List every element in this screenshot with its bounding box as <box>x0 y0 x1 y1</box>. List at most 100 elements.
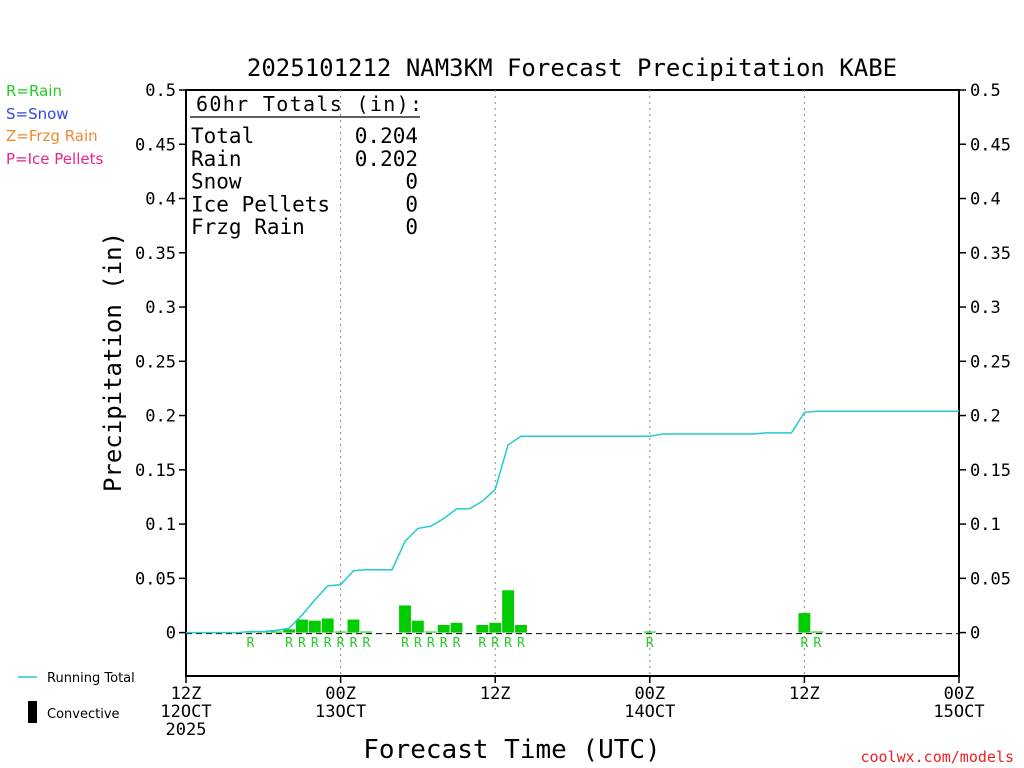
x-tick-label: 12Z <box>480 684 511 704</box>
totals-row-label: Snow <box>191 170 242 194</box>
totals-row-value: 0 <box>405 170 418 194</box>
x-tick-label: 13OCT <box>315 702 366 722</box>
precip-type-marker: R <box>337 636 345 651</box>
precip-type-legend-item: R=Rain <box>6 82 62 100</box>
precip-bar <box>399 605 411 633</box>
x-tick-label: 12OCT <box>160 702 211 722</box>
y-tick-label: 0.25 <box>970 352 1011 372</box>
y-tick-label: 0.45 <box>970 135 1011 155</box>
precip-type-marker: R <box>362 636 370 651</box>
precip-bar <box>798 613 811 633</box>
precip-bar <box>811 631 824 633</box>
precip-bar <box>424 631 437 633</box>
totals-row-label: Ice Pellets <box>191 192 330 216</box>
convective-legend-swatch <box>28 701 37 723</box>
precip-type-marker: R <box>427 636 435 651</box>
precip-type-marker: R <box>504 636 512 651</box>
precip-type-marker: R <box>311 636 319 651</box>
precip-bar <box>321 618 334 633</box>
totals-row-label: Total <box>191 124 254 148</box>
precip-type-marker: R <box>401 636 409 651</box>
y-tick-label: 0.5 <box>145 81 176 101</box>
y-tick-label: 0.15 <box>135 461 176 481</box>
x-tick-label: 12Z <box>789 684 820 704</box>
precip-type-legend-item: Z=Frzg Rain <box>6 127 98 145</box>
y-tick-label: 0.1 <box>970 515 1001 535</box>
precip-bar <box>437 624 450 633</box>
y-tick-label: 0.45 <box>135 135 176 155</box>
y-tick-label: 0.3 <box>970 298 1001 318</box>
precip-bar <box>476 624 489 633</box>
precip-bar <box>296 619 308 633</box>
y-tick-label: 0.1 <box>145 515 176 535</box>
y-tick-label: 0.2 <box>970 407 1001 427</box>
precip-type-marker: R <box>646 636 654 651</box>
totals-row-value: 0 <box>405 215 418 239</box>
precip-bar <box>515 624 527 633</box>
precip-bar <box>450 622 463 633</box>
precip-bar <box>270 631 283 633</box>
precip-bar <box>308 620 321 633</box>
y-tick-label: 0.2 <box>145 407 176 427</box>
totals-box: 60hr Totals (in): Total 0.204 Rain 0.202 Sno… <box>190 92 422 239</box>
x-tick-label: 15OCT <box>933 702 984 722</box>
y-tick-label: 0.3 <box>145 298 176 318</box>
precip-bar <box>643 631 656 633</box>
plot-frame <box>185 89 960 677</box>
precip-type-marker: R <box>440 636 448 651</box>
totals-row-value: 0 <box>405 192 418 216</box>
x-axis-label: Forecast Time (UTC) <box>363 735 660 765</box>
y-tick-label: 0.35 <box>970 244 1011 264</box>
y-tick-label: 0.5 <box>970 81 1001 101</box>
precip-bar <box>502 590 515 633</box>
precip-type-marker: R <box>813 636 821 651</box>
y-axis-label: Precipitation (in) <box>99 232 127 492</box>
x-tick-label: 12Z <box>171 684 202 704</box>
x-tick-label: 14OCT <box>624 702 675 722</box>
convective-legend-label: Convective <box>47 707 120 722</box>
precip-bar <box>360 631 373 633</box>
precip-type-legend-item: S=Snow <box>6 104 69 123</box>
x-tick-label: 00Z <box>634 684 665 704</box>
credit-text: coolwx.com/models <box>860 748 1014 766</box>
precip-type-marker: R <box>350 636 358 651</box>
y-tick-label: 0.25 <box>135 352 176 372</box>
chart-title: 2025101212 NAM3KM Forecast Precipitation… <box>247 54 897 82</box>
precip-bar <box>489 622 502 633</box>
y-axis-left: 0 0.05 0.1 0.15 0.2 0.25 0.3 0.35 0.4 0.45 0.5 <box>135 81 186 644</box>
running-total-line <box>186 410 959 634</box>
x-tick-label: 00Z <box>325 684 356 704</box>
precip-type-marker: R <box>298 636 306 651</box>
precip-type-marker: R <box>800 636 808 651</box>
precip-type-marker: R <box>491 636 499 651</box>
precip-type-marker: R <box>453 636 461 651</box>
totals-row-label: Frzg Rain <box>191 215 305 239</box>
precip-type-marker: R <box>285 636 293 651</box>
x-tick-label: 00Z <box>944 684 975 704</box>
y-tick-label: 0.05 <box>970 569 1011 589</box>
precip-type-marker: R <box>324 636 332 651</box>
precip-type-marker: R <box>414 636 422 651</box>
y-tick-label: 0.05 <box>135 569 176 589</box>
y-tick-label: 0.15 <box>970 461 1011 481</box>
y-tick-label: 0.4 <box>145 190 176 210</box>
y-tick-label: 0 <box>970 624 980 644</box>
y-axis-right: 0 0.05 0.1 0.15 0.2 0.25 0.3 0.35 0.4 0.45 0.5 <box>959 81 1011 644</box>
y-tick-label: 0.4 <box>970 190 1001 210</box>
precip-bar <box>347 619 360 633</box>
precip-type-marker: R <box>478 636 486 651</box>
totals-row-value: 0.202 <box>355 147 418 171</box>
precip-bar <box>411 620 424 633</box>
y-tick-label: 0.35 <box>135 244 176 264</box>
totals-row-label: Rain <box>191 147 242 171</box>
x-tick-label: 2025 <box>166 720 207 740</box>
running-total-legend-label: Running Total <box>47 671 135 686</box>
precip-bar <box>334 631 347 633</box>
totals-row-value: 0.204 <box>355 124 418 148</box>
precip-type-legend-item: P=Ice Pellets <box>6 149 104 168</box>
y-tick-label: 0 <box>166 624 176 644</box>
totals-heading: 60hr Totals (in): <box>196 92 422 116</box>
